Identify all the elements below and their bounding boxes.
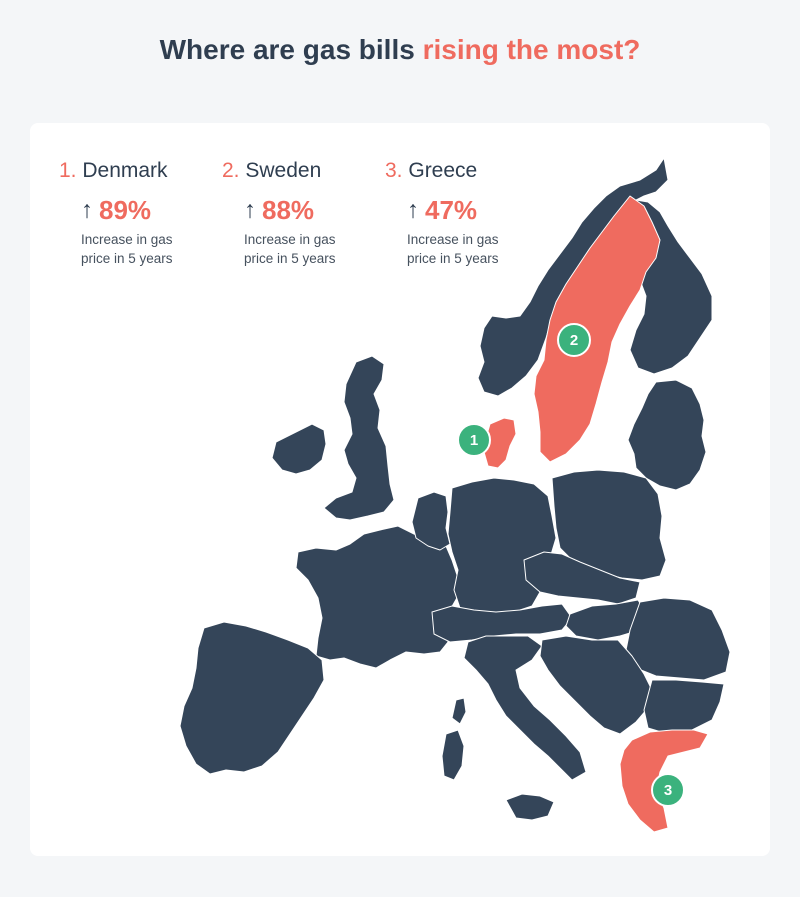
region-ireland bbox=[271, 423, 327, 475]
stat-rank: 1. bbox=[59, 159, 77, 182]
stat-greece: 3. Greece ↑ 47% Increase in gas price in … bbox=[385, 159, 545, 268]
region-corsica bbox=[451, 697, 467, 725]
stat-value: 89% bbox=[99, 195, 152, 225]
stat-description: Increase in gas price in 5 years bbox=[81, 232, 173, 266]
stat-value-row: ↑ 88% bbox=[222, 195, 382, 226]
stat-country: Denmark bbox=[82, 159, 168, 182]
region-czech-slovakia bbox=[523, 551, 641, 605]
stat-value-row: ↑ 89% bbox=[59, 195, 219, 226]
region-iberia bbox=[179, 621, 325, 775]
marker-sweden: 2 bbox=[557, 323, 591, 357]
stat-rank: 2. bbox=[222, 159, 240, 182]
up-arrow-icon: ↑ bbox=[81, 196, 93, 224]
stat-heading: 1. Denmark bbox=[59, 159, 219, 183]
region-france bbox=[295, 525, 459, 669]
stat-description: Increase in gas price in 5 years bbox=[244, 232, 336, 266]
region-balkans bbox=[539, 635, 653, 735]
stat-heading: 2. Sweden bbox=[222, 159, 382, 183]
region-poland bbox=[551, 469, 667, 581]
region-sicily bbox=[505, 793, 555, 821]
stat-rank: 3. bbox=[385, 159, 403, 182]
title-accent: rising the most? bbox=[422, 34, 641, 65]
region-germany bbox=[447, 477, 557, 615]
marker-label: 2 bbox=[570, 332, 578, 349]
stat-denmark: 1. Denmark ↑ 89% Increase in gas price in… bbox=[59, 159, 219, 268]
region-uk bbox=[323, 355, 395, 521]
europe-map: 1 2 3 bbox=[179, 157, 731, 833]
marker-label: 3 bbox=[664, 782, 672, 799]
region-bulgaria bbox=[643, 679, 725, 735]
up-arrow-icon: ↑ bbox=[244, 196, 256, 224]
stat-value: 47% bbox=[425, 195, 478, 225]
stat-value: 88% bbox=[262, 195, 315, 225]
infographic-card: 1. Denmark ↑ 89% Increase in gas price in… bbox=[30, 123, 770, 856]
marker-denmark: 1 bbox=[457, 423, 491, 457]
region-romania bbox=[625, 597, 731, 681]
region-sweden-highlight bbox=[533, 195, 661, 463]
stat-country: Sweden bbox=[245, 159, 322, 182]
region-baltics bbox=[627, 379, 707, 491]
marker-label: 1 bbox=[470, 432, 478, 449]
title-main: Where are gas bills bbox=[159, 34, 423, 65]
stat-description: Increase in gas price in 5 years bbox=[407, 232, 499, 266]
page-title: Where are gas bills rising the most? bbox=[0, 34, 800, 66]
region-italy bbox=[463, 635, 587, 781]
region-sardinia bbox=[441, 729, 465, 781]
up-arrow-icon: ↑ bbox=[407, 196, 419, 224]
stat-value-row: ↑ 47% bbox=[385, 195, 545, 226]
stat-country: Greece bbox=[408, 159, 478, 182]
stat-sweden: 2. Sweden ↑ 88% Increase in gas price in … bbox=[222, 159, 382, 268]
marker-greece: 3 bbox=[651, 773, 685, 807]
stat-heading: 3. Greece bbox=[385, 159, 545, 183]
